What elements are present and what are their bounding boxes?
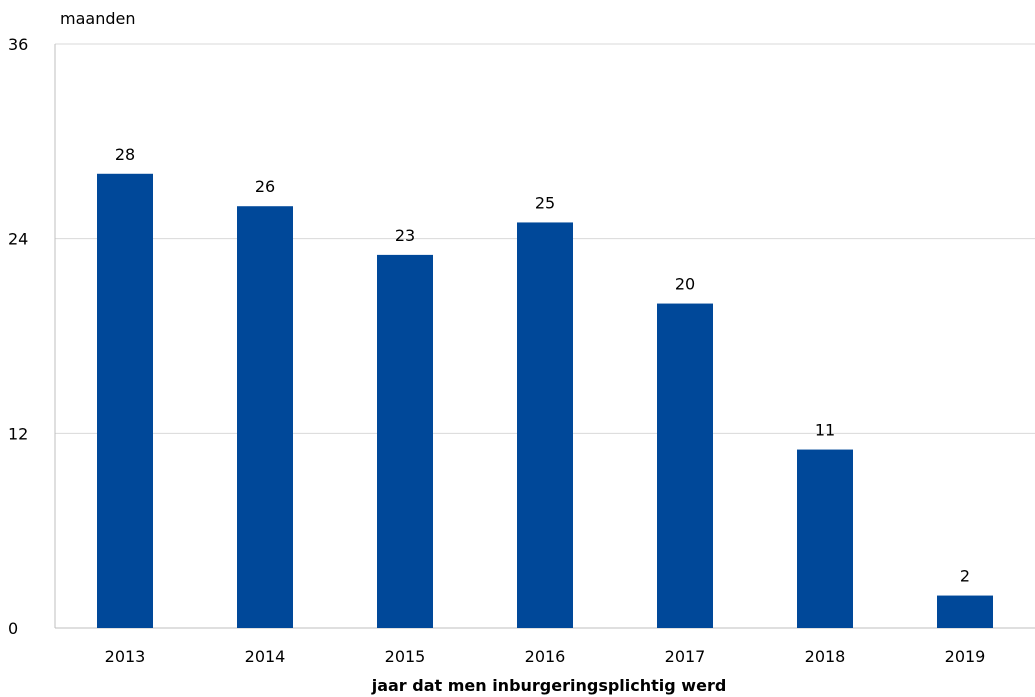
bar-2015 <box>377 254 433 628</box>
data-label: 26 <box>255 177 275 196</box>
bar-2018 <box>797 449 853 628</box>
gridlines <box>54 43 1035 629</box>
data-label: 2 <box>960 567 970 586</box>
bar-2019 <box>937 595 993 628</box>
x-tick-label: 2018 <box>805 647 846 666</box>
y-tick-label: 24 <box>8 230 28 249</box>
x-tick-label: 2017 <box>665 647 706 666</box>
bar-2013 <box>97 173 153 628</box>
x-tick-label: 2013 <box>105 647 146 666</box>
x-axis-ticks: 2013 2014 2015 2016 2017 2018 2019 <box>105 647 986 666</box>
bar-2014 <box>237 206 293 628</box>
data-label: 28 <box>115 145 135 164</box>
y-axis-ticks: 0 12 24 36 <box>8 35 28 638</box>
data-label: 25 <box>535 193 555 212</box>
x-axis-title: jaar dat men inburgeringsplichtig werd <box>371 676 727 695</box>
x-tick-label: 2014 <box>245 647 286 666</box>
data-label: 11 <box>815 421 835 440</box>
bar-2016 <box>517 222 573 628</box>
data-label: 23 <box>395 226 415 245</box>
data-label: 20 <box>675 275 695 294</box>
y-tick-label: 12 <box>8 424 28 443</box>
y-tick-label: 36 <box>8 35 28 54</box>
data-labels: 28 26 23 25 20 11 2 <box>115 145 970 586</box>
y-tick-label: 0 <box>8 619 18 638</box>
bar-2017 <box>657 303 713 628</box>
bars <box>97 173 993 628</box>
x-tick-label: 2019 <box>945 647 986 666</box>
y-axis-title: maanden <box>60 9 135 28</box>
x-tick-label: 2016 <box>525 647 566 666</box>
x-tick-label: 2015 <box>385 647 426 666</box>
